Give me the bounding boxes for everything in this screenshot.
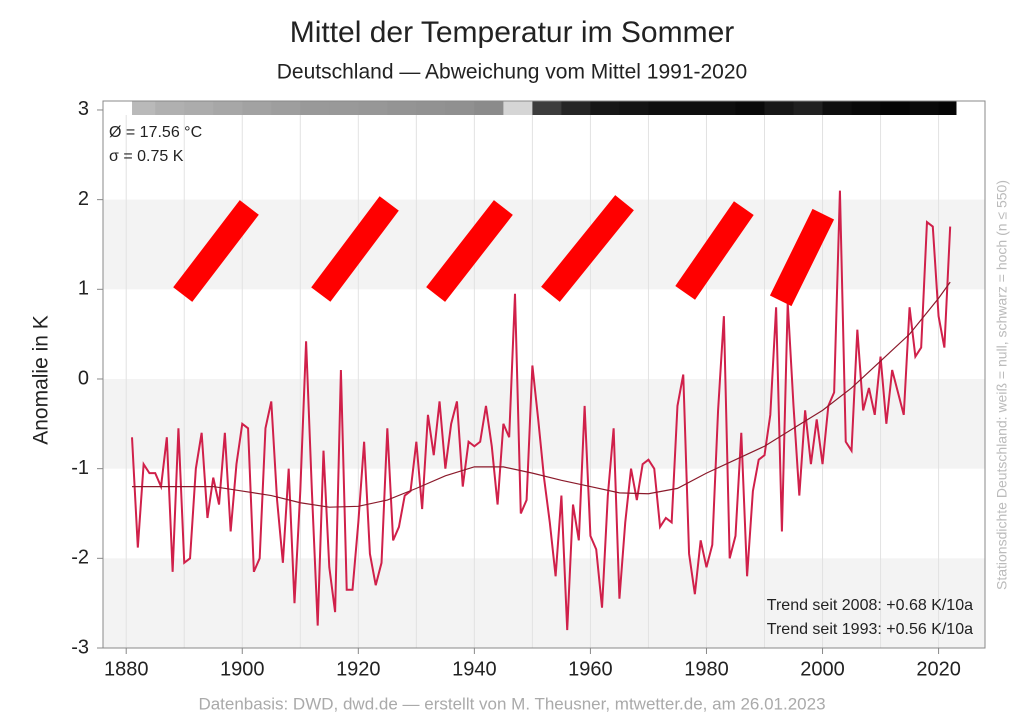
density-cell <box>938 101 957 115</box>
red-strokes <box>173 195 835 307</box>
density-cell <box>619 101 649 115</box>
density-cell <box>764 101 795 115</box>
y-tick-label: -2 <box>71 547 89 569</box>
density-cell <box>155 101 185 115</box>
y-tick-label: 3 <box>78 98 89 120</box>
density-cell <box>793 101 824 115</box>
density-cell <box>677 101 707 115</box>
y-tick-label: 1 <box>78 278 89 300</box>
y-axis-label: Anomalie in K <box>30 315 53 445</box>
density-cell <box>822 101 853 115</box>
y-tick-label: -1 <box>71 457 89 479</box>
grid <box>125 101 940 648</box>
density-cell <box>503 101 533 115</box>
x-tick-label: 1980 <box>684 658 729 680</box>
density-cell <box>706 101 736 115</box>
red-stroke <box>675 201 754 300</box>
density-cell <box>387 101 417 115</box>
annotation: σ = 0.75 K <box>109 148 184 165</box>
red-stroke <box>173 200 259 302</box>
red-stroke <box>311 196 399 302</box>
density-cell <box>271 101 301 115</box>
red-stroke <box>426 200 513 302</box>
x-tick-label: 1880 <box>104 658 149 680</box>
density-cell <box>329 101 359 115</box>
chart-subtitle: Deutschland — Abweichung vom Mittel 1991… <box>277 61 747 84</box>
density-cell <box>851 101 882 115</box>
annotation: Trend seit 1993: +0.56 K/10a <box>767 621 973 638</box>
y-tick-label: -3 <box>71 636 89 658</box>
red-stroke <box>769 208 835 307</box>
data-line <box>132 281 951 508</box>
x-tick-label: 2020 <box>916 658 961 680</box>
chart-title: Mittel der Temperatur im Sommer <box>290 16 735 49</box>
source: Datenbasis: DWD, dwd.de — erstellt von M… <box>198 694 825 713</box>
density-cell <box>213 101 243 115</box>
density-cell <box>132 101 156 115</box>
density-cell <box>474 101 504 115</box>
density-cell <box>300 101 330 115</box>
density-cell <box>242 101 272 115</box>
density-cell <box>358 101 388 115</box>
density-cell <box>648 101 678 115</box>
density-cell <box>909 101 940 115</box>
x-tick-label: 1900 <box>220 658 265 680</box>
data-line <box>131 190 952 631</box>
y-tick-label: 2 <box>78 188 89 210</box>
density-cell <box>184 101 214 115</box>
density-cell <box>445 101 475 115</box>
station-density <box>103 101 985 115</box>
y-tick-label: 0 <box>78 367 89 389</box>
density-cell <box>590 101 620 115</box>
density-cell <box>561 101 591 115</box>
density-cell <box>735 101 765 115</box>
band <box>103 558 985 648</box>
x-tick-label: 1940 <box>452 658 497 680</box>
density-cell <box>880 101 911 115</box>
x-tick-label: 1920 <box>336 658 381 680</box>
annotation: Trend seit 2008: +0.68 K/10a <box>767 597 973 614</box>
plot-frame <box>102 100 986 649</box>
annotation: Ø = 17.56 °C <box>109 124 202 141</box>
x-tick-label: 2000 <box>800 658 845 680</box>
density-cell <box>416 101 446 115</box>
x-tick-label: 1960 <box>568 658 613 680</box>
density-cell <box>532 101 562 115</box>
red-stroke <box>541 195 634 302</box>
lines <box>131 190 952 631</box>
side-label: Stationsdichte Deutschland: weiß = null,… <box>994 180 1010 590</box>
